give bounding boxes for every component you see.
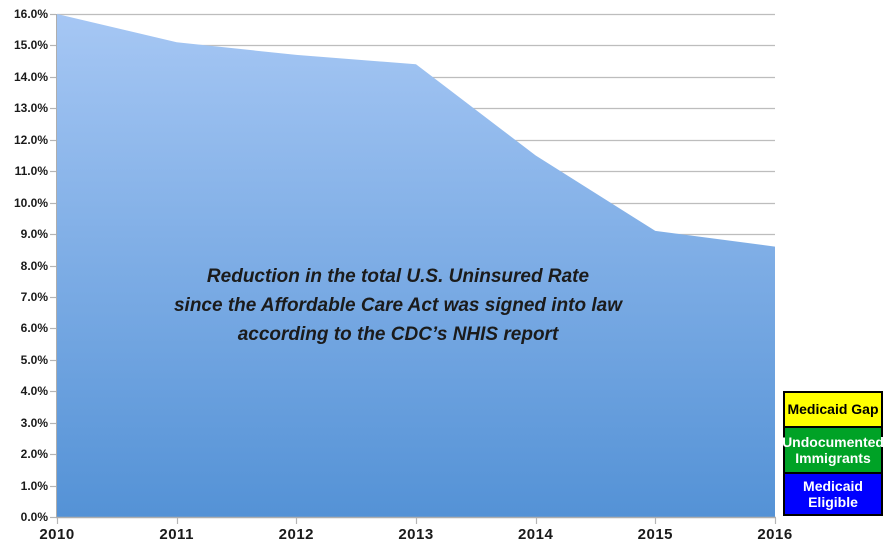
x-tick-label: 2014	[517, 526, 554, 543]
legend-item-undocumented-immigrants: Undocumented Immigrants	[782, 426, 884, 472]
y-tick-label: 6.0%	[20, 321, 48, 336]
y-tick-label: 10.0%	[13, 195, 48, 210]
chart-annotation: Reduction in the total U.S. Uninsured Ra…	[173, 266, 622, 345]
x-tick-label: 2010	[39, 526, 75, 543]
chart-legend: Medicaid Gap Undocumented Immigrants Medic…	[782, 391, 884, 516]
y-tick-label: 1.0%	[20, 478, 48, 493]
y-tick-label: 7.0%	[20, 289, 48, 304]
legend-item-medicaid-eligible: Medicaid Eligible	[785, 472, 881, 514]
y-tick-label: 4.0%	[20, 384, 48, 399]
y-tick-label: 11.0%	[14, 164, 48, 179]
x-tick-label: 2011	[159, 526, 194, 543]
y-tick-label: 5.0%	[20, 352, 48, 367]
y-tick-label: 0.0%	[20, 510, 48, 524]
x-tick-label: 2012	[278, 526, 315, 543]
y-tick-label: 9.0%	[20, 227, 48, 242]
y-tick-label: 14.0%	[13, 69, 48, 84]
x-tick-label: 2013	[398, 526, 434, 543]
y-tick-label: 12.0%	[13, 132, 48, 147]
legend-item-medicaid-gap: Medicaid Gap	[785, 393, 881, 426]
y-tick-label: 2.0%	[20, 447, 48, 462]
x-tick-label: 2016	[757, 526, 793, 543]
x-tick-label: 2015	[637, 526, 674, 543]
y-tick-label: 15.0%	[13, 38, 48, 53]
y-tick-label: 3.0%	[20, 415, 48, 430]
y-tick-label: 8.0%	[20, 258, 48, 273]
y-tick-label: 13.0%	[13, 101, 48, 116]
y-tick-label: 16.0%	[13, 7, 48, 21]
